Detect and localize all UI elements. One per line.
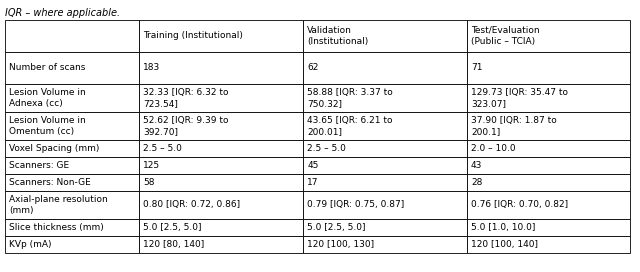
Bar <box>5 191 140 219</box>
Bar <box>140 191 303 219</box>
Text: Axial-plane resolution
(mm): Axial-plane resolution (mm) <box>9 195 108 215</box>
Text: 58: 58 <box>143 178 155 187</box>
Text: Number of scans: Number of scans <box>9 63 85 73</box>
Bar <box>140 112 303 140</box>
Bar <box>467 236 630 253</box>
Text: 2.5 – 5.0: 2.5 – 5.0 <box>307 144 346 153</box>
Bar <box>5 174 140 191</box>
Text: 120 [80, 140]: 120 [80, 140] <box>143 240 205 249</box>
Text: 0.80 [IQR: 0.72, 0.86]: 0.80 [IQR: 0.72, 0.86] <box>143 200 241 209</box>
Bar <box>303 20 467 52</box>
Text: Scanners: Non-GE: Scanners: Non-GE <box>9 178 91 187</box>
Text: 45: 45 <box>307 161 319 170</box>
Text: 0.76 [IQR: 0.70, 0.82]: 0.76 [IQR: 0.70, 0.82] <box>471 200 568 209</box>
Bar <box>303 84 467 112</box>
Text: Training (Institutional): Training (Institutional) <box>143 32 243 41</box>
Bar <box>303 236 467 253</box>
Text: 5.0 [2.5, 5.0]: 5.0 [2.5, 5.0] <box>143 223 202 232</box>
Text: 37.90 [IQR: 1.87 to
200.1]: 37.90 [IQR: 1.87 to 200.1] <box>471 116 557 136</box>
Text: Voxel Spacing (mm): Voxel Spacing (mm) <box>9 144 99 153</box>
Bar <box>5 157 140 174</box>
Text: 52.62 [IQR: 9.39 to
392.70]: 52.62 [IQR: 9.39 to 392.70] <box>143 116 229 136</box>
Text: 71: 71 <box>471 63 483 73</box>
Text: 58.88 [IQR: 3.37 to
750.32]: 58.88 [IQR: 3.37 to 750.32] <box>307 88 393 108</box>
Text: 183: 183 <box>143 63 161 73</box>
Bar <box>467 157 630 174</box>
Text: 17: 17 <box>307 178 319 187</box>
Text: IQR – where applicable.: IQR – where applicable. <box>5 8 120 18</box>
Bar <box>303 174 467 191</box>
Bar <box>467 84 630 112</box>
Text: 43.65 [IQR: 6.21 to
200.01]: 43.65 [IQR: 6.21 to 200.01] <box>307 116 392 136</box>
Text: 28: 28 <box>471 178 483 187</box>
Bar <box>5 112 140 140</box>
Bar <box>140 52 303 84</box>
Text: 0.79 [IQR: 0.75, 0.87]: 0.79 [IQR: 0.75, 0.87] <box>307 200 404 209</box>
Bar <box>140 236 303 253</box>
Bar <box>140 219 303 236</box>
Bar <box>467 52 630 84</box>
Text: 2.5 – 5.0: 2.5 – 5.0 <box>143 144 182 153</box>
Text: Lesion Volume in
Adnexa (cc): Lesion Volume in Adnexa (cc) <box>9 88 86 108</box>
Text: 120 [100, 140]: 120 [100, 140] <box>471 240 538 249</box>
Bar <box>140 140 303 157</box>
Bar <box>467 112 630 140</box>
Bar <box>5 84 140 112</box>
Text: Scanners: GE: Scanners: GE <box>9 161 69 170</box>
Text: Validation
(Institutional): Validation (Institutional) <box>307 26 369 46</box>
Bar <box>303 219 467 236</box>
Bar <box>5 20 140 52</box>
Text: 32.33 [IQR: 6.32 to
723.54]: 32.33 [IQR: 6.32 to 723.54] <box>143 88 229 108</box>
Bar <box>140 20 303 52</box>
Text: 5.0 [1.0, 10.0]: 5.0 [1.0, 10.0] <box>471 223 535 232</box>
Bar <box>5 140 140 157</box>
Bar <box>467 140 630 157</box>
Bar <box>303 157 467 174</box>
Text: 5.0 [2.5, 5.0]: 5.0 [2.5, 5.0] <box>307 223 365 232</box>
Bar <box>5 236 140 253</box>
Bar <box>140 157 303 174</box>
Text: Lesion Volume in
Omentum (cc): Lesion Volume in Omentum (cc) <box>9 116 86 136</box>
Bar <box>467 174 630 191</box>
Text: KVp (mA): KVp (mA) <box>9 240 51 249</box>
Text: 62: 62 <box>307 63 319 73</box>
Bar <box>5 219 140 236</box>
Bar <box>467 191 630 219</box>
Bar <box>303 52 467 84</box>
Text: Test/Evaluation
(Public – TCIA): Test/Evaluation (Public – TCIA) <box>471 26 540 46</box>
Text: 129.73 [IQR: 35.47 to
323.07]: 129.73 [IQR: 35.47 to 323.07] <box>471 88 568 108</box>
Bar <box>5 52 140 84</box>
Text: 2.0 – 10.0: 2.0 – 10.0 <box>471 144 515 153</box>
Bar <box>303 112 467 140</box>
Bar <box>467 20 630 52</box>
Bar <box>303 140 467 157</box>
Text: Slice thickness (mm): Slice thickness (mm) <box>9 223 104 232</box>
Bar <box>140 174 303 191</box>
Text: 43: 43 <box>471 161 483 170</box>
Bar <box>467 219 630 236</box>
Bar <box>140 84 303 112</box>
Bar <box>303 191 467 219</box>
Text: 120 [100, 130]: 120 [100, 130] <box>307 240 374 249</box>
Text: 125: 125 <box>143 161 161 170</box>
